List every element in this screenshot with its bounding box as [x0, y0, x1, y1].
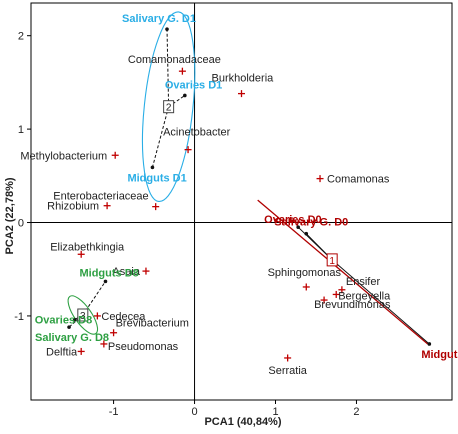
group-1-centroid-box: [326, 253, 338, 267]
group-3-link-line: [68, 314, 84, 328]
species-marker: [142, 267, 150, 275]
species-label: Elizabethkingia: [50, 241, 125, 253]
group-2-sample-point: [165, 27, 169, 31]
species-marker: [103, 202, 111, 210]
x-tick-label: -1: [109, 406, 119, 418]
species-marker: [77, 347, 85, 355]
group-3-sample-point: [72, 317, 77, 322]
group-2-link-line: [168, 95, 186, 108]
species-label: Serratia: [268, 365, 307, 377]
group-2-sample-label: Midguts D1: [127, 172, 186, 184]
x-tick-label: 2: [353, 406, 359, 418]
species-label: Brevundimonas: [314, 299, 391, 311]
group-2-link-line: [166, 29, 170, 107]
group-1-centroid-label: 1: [329, 256, 335, 267]
species-marker: [93, 312, 101, 320]
plot-frame: [30, 2, 453, 401]
species-label: Enterobacteriaceae: [53, 191, 148, 203]
group-2-sample-point: [183, 93, 187, 98]
group-1-sample-label: Midguts D0: [421, 349, 458, 361]
group-2-sample-label: Ovaries D1: [165, 79, 222, 91]
x-tick-label: 0: [191, 406, 197, 418]
species-marker: [152, 203, 160, 211]
species-label: Bergeyella: [338, 290, 391, 302]
group-1-sample-label: Ovaries D0: [264, 214, 321, 226]
group-3-sample-label: Salivary G. D8: [35, 332, 109, 344]
y-tick-label: -1: [14, 311, 24, 323]
group-2-centroid-box: [163, 100, 175, 114]
species-label: Rhizobium: [47, 201, 99, 213]
group-2-confidence-ellipse: [141, 11, 196, 203]
species-label: Comamonadaceae: [128, 54, 221, 66]
group-3-centroid-box: [77, 308, 89, 322]
species-label: Pseudomonas: [108, 341, 179, 353]
species-marker: [316, 175, 324, 183]
x-axis-title: PCA1 (40,84%): [204, 416, 281, 428]
species-marker: [332, 290, 340, 298]
group-3-centroid-label: 3: [80, 311, 86, 322]
group-1-sample-point: [304, 231, 309, 236]
group-3-sample-label: Ovaries D8: [35, 315, 92, 327]
group-1-sample-point: [296, 225, 300, 229]
species-marker: [284, 354, 292, 362]
species-marker: [111, 151, 119, 159]
group-2-sample-label: Salivary G. D1: [122, 13, 196, 25]
species-marker: [110, 329, 118, 337]
y-tick-label: 1: [18, 124, 24, 136]
group-2-sample-point: [150, 165, 155, 170]
y-tick-label: 0: [18, 218, 24, 230]
group-3-sample-point: [103, 279, 108, 284]
species-marker: [100, 340, 108, 348]
species-marker: [238, 90, 245, 98]
y-tick-label: 2: [18, 31, 24, 43]
x-tick-label: 1: [272, 406, 278, 418]
group-1-axis-line: [257, 199, 429, 345]
species-marker: [320, 296, 328, 304]
species-label: Asaia: [112, 266, 140, 278]
species-label: Comamonas: [327, 174, 390, 186]
group-3-sample-point: [67, 325, 71, 329]
group-3-sample-label: Midguts D8: [79, 267, 138, 279]
species-marker: [184, 146, 192, 154]
group-1-sample-point: [427, 342, 432, 346]
species-label: Methylobacterium: [20, 150, 107, 162]
y-axis-title: PCA2 (22,78%): [4, 177, 16, 254]
plot-area: -1 0 1 2 -1 0 1 2 Comamonadaceae Burkholderia Acin…: [14, 2, 458, 418]
group-1-sample-label: Salivary G. D0: [274, 217, 348, 229]
species-marker: [77, 250, 85, 258]
species-label: Delftia: [46, 346, 78, 358]
species-label: Sphingomonas: [268, 267, 342, 279]
group-2-centroid-label: 2: [166, 103, 172, 114]
species-marker: [338, 286, 346, 294]
group-2-link-line: [151, 106, 170, 168]
species-marker: [178, 67, 186, 75]
species-marker: [302, 283, 310, 291]
species-label: Acinetobacter: [163, 127, 231, 139]
species-label: Cedecea: [101, 311, 146, 323]
group-1-link-line: [331, 259, 430, 345]
species-label: Ensifer: [346, 276, 381, 288]
species-label: Brevibacterium: [116, 318, 189, 330]
species-label: Burkholderia: [212, 73, 275, 85]
